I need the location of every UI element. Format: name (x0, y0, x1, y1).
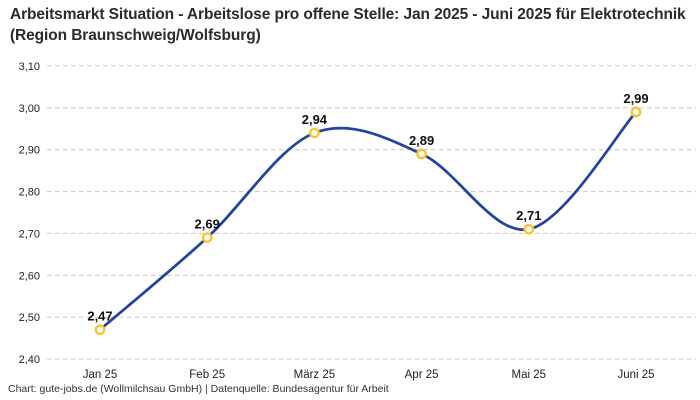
data-point-value-label: 2,69 (195, 217, 220, 232)
y-axis-tick-label: 2,90 (19, 145, 40, 157)
y-axis-tick-label: 2,70 (19, 228, 40, 240)
data-point-value-label: 2,71 (516, 208, 541, 223)
data-point-value-label: 2,47 (87, 309, 112, 324)
x-axis-tick-label: Juni 25 (617, 369, 654, 381)
data-point-value-label: 2,94 (302, 112, 328, 127)
data-point-marker (416, 148, 427, 160)
y-axis-tick-label: 2,60 (19, 270, 40, 282)
footer-credit: Chart: gute-jobs.de (Wollmilchsau GmbH) … (8, 383, 389, 395)
x-axis-tick-label: Jan 25 (83, 369, 118, 381)
series-line (98, 110, 638, 332)
y-axis-tick-label: 3,10 (19, 61, 40, 73)
x-axis-tick-label: März 25 (294, 369, 336, 381)
data-point-value-label: 2,89 (409, 133, 434, 148)
data-point-marker (94, 324, 106, 336)
data-point-marker (308, 127, 320, 139)
data-point-marker (630, 106, 642, 118)
x-axis-tick-label: Feb 25 (189, 369, 225, 381)
data-point-marker (201, 232, 213, 244)
y-axis-tick-label: 3,00 (19, 103, 40, 115)
data-point-marker (523, 223, 535, 235)
y-axis-tick-label: 2,50 (19, 312, 40, 324)
y-axis-tick-label: 2,40 (19, 354, 40, 366)
y-axis-tick-label: 2,80 (19, 187, 40, 199)
data-point-value-label: 2,99 (623, 91, 648, 106)
x-axis-tick-label: Apr 25 (405, 369, 439, 381)
chart-title: Arbeitsmarkt Situation - Arbeitslose pro… (10, 6, 686, 44)
x-axis-tick-label: Mai 25 (512, 369, 547, 381)
